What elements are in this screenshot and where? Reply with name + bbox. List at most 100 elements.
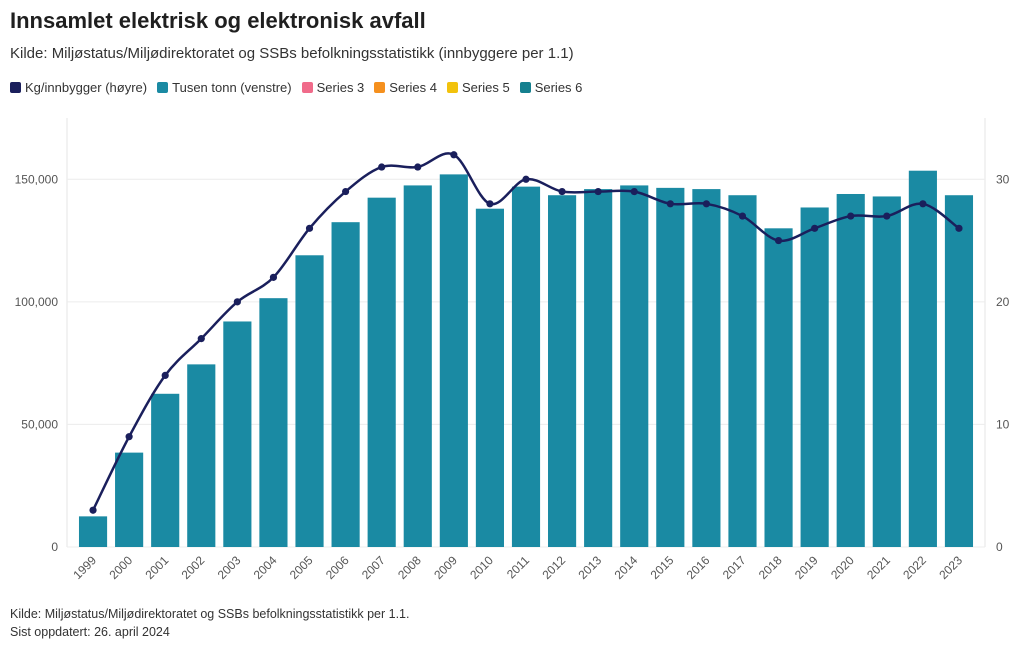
bar-2014[interactable] <box>620 185 649 547</box>
right-tick-label: 10 <box>996 417 1010 431</box>
bar-2019[interactable] <box>800 207 829 547</box>
bar-2000[interactable] <box>115 452 144 547</box>
chart-title: Innsamlet elektrisk og elektronisk avfal… <box>10 8 426 33</box>
bar-2002[interactable] <box>187 364 216 547</box>
line-point-2006[interactable] <box>342 187 350 196</box>
right-tick-label: 20 <box>996 295 1010 309</box>
legend-item-series-6[interactable]: Series 6 <box>519 80 583 95</box>
legend-swatch <box>10 82 21 93</box>
line-point-2021[interactable] <box>883 212 891 220</box>
bar-2007[interactable] <box>367 197 396 547</box>
line-point-2002[interactable] <box>197 335 205 343</box>
x-tick-label: 2022 <box>900 553 929 582</box>
right-tick-label: 0 <box>996 540 1003 554</box>
x-tick-label: 2017 <box>720 553 749 582</box>
x-tick-label: 2012 <box>539 553 568 582</box>
line-point-2001[interactable] <box>161 371 169 379</box>
line-point-2015[interactable] <box>666 200 674 208</box>
legend-label: Series 3 <box>316 80 365 95</box>
line-point-2005[interactable] <box>305 224 314 232</box>
x-tick-label: 2002 <box>179 553 208 582</box>
bar-2001[interactable] <box>151 393 180 547</box>
bar-2003[interactable] <box>223 321 252 547</box>
x-tick-label: 1999 <box>70 553 99 582</box>
footer-updated: Sist oppdatert: 26. april 2024 <box>10 625 170 639</box>
footer-source: Kilde: Miljøstatus/Miljødirektoratet og … <box>10 607 410 621</box>
line-point-2017[interactable] <box>738 212 747 220</box>
line-point-2012[interactable] <box>558 187 566 196</box>
bar-2020[interactable] <box>836 193 865 547</box>
line-point-2000[interactable] <box>125 433 133 441</box>
line-point-2010[interactable] <box>486 200 494 208</box>
line-point-2019[interactable] <box>811 224 819 232</box>
legend-item-series-3[interactable]: Series 3 <box>301 80 365 95</box>
bar-2013[interactable] <box>584 189 613 547</box>
legend-item-series-4[interactable]: Series 4 <box>374 80 437 95</box>
x-tick-label: 2004 <box>251 553 280 582</box>
x-tick-label: 2001 <box>143 553 172 582</box>
left-tick-label: 150,000 <box>15 172 59 186</box>
bar-2016[interactable] <box>692 189 721 547</box>
line-point-2016[interactable] <box>702 200 711 208</box>
bar-2010[interactable] <box>475 208 504 547</box>
x-tick-label: 2009 <box>431 553 460 582</box>
bar-2017[interactable] <box>728 195 757 547</box>
bar-2005[interactable] <box>295 255 324 547</box>
left-tick-label: 100,000 <box>15 295 59 309</box>
legend-label: Kg/innbygger (høyre) <box>25 80 148 95</box>
legend-label: Series 5 <box>462 80 510 95</box>
legend-label: Series 6 <box>534 80 583 95</box>
bar-2015[interactable] <box>656 187 685 547</box>
legend-label: Tusen tonn (venstre) <box>172 80 292 95</box>
bar-2018[interactable] <box>764 228 793 548</box>
bar-2012[interactable] <box>548 195 577 547</box>
footer: Kilde: Miljøstatus/Miljødirektoratet og … <box>10 605 409 641</box>
left-tick-label: 50,000 <box>21 417 58 431</box>
legend-swatch <box>374 82 386 93</box>
x-tick-label: 2005 <box>287 553 316 582</box>
bar-2009[interactable] <box>439 174 468 547</box>
x-tick-label: 2011 <box>504 553 532 581</box>
x-tick-label: 2016 <box>684 553 713 582</box>
x-tick-label: 2000 <box>106 553 135 582</box>
legend-swatch <box>447 82 458 93</box>
legend-swatch <box>301 82 313 93</box>
line-point-2018[interactable] <box>774 236 783 245</box>
bar-2011[interactable] <box>511 186 541 547</box>
line-series-kg-innbygger <box>89 151 963 514</box>
x-tick-label: 2010 <box>467 553 496 582</box>
line-point-2013[interactable] <box>594 187 602 196</box>
bar-2023[interactable] <box>944 195 974 547</box>
x-tick-label: 2019 <box>792 553 821 582</box>
x-tick-label: 2008 <box>395 553 424 582</box>
line-point-2008[interactable] <box>414 163 422 171</box>
line-point-2009[interactable] <box>450 151 458 159</box>
bar-2004[interactable] <box>259 298 288 547</box>
legend-item-series-5[interactable]: Series 5 <box>447 80 510 95</box>
combo-chart: 0 50,000 100,000 150,000 0 10 20 30 1999 2000 2001… <box>15 118 1010 582</box>
bar-2021[interactable] <box>872 196 901 547</box>
line-point-2007[interactable] <box>378 163 386 171</box>
x-tick-label: 2015 <box>648 553 677 582</box>
x-tick-label: 2006 <box>323 553 352 582</box>
legend-item-kg-innbygger[interactable]: Kg/innbygger (høyre) <box>10 80 147 95</box>
line-point-2004[interactable] <box>269 273 278 281</box>
line-point-2003[interactable] <box>233 298 241 306</box>
line-point-1999[interactable] <box>89 506 97 514</box>
legend-item-tusen-tonn[interactable]: Tusen tonn (venstre) <box>157 80 292 95</box>
legend-label: Series 4 <box>389 80 437 95</box>
bar-2022[interactable] <box>908 170 937 547</box>
legend-swatch <box>157 82 169 93</box>
line-point-2022[interactable] <box>919 200 927 208</box>
line-point-2011[interactable] <box>522 175 530 183</box>
bar-2006[interactable] <box>331 222 360 547</box>
bar-1999[interactable] <box>78 516 108 547</box>
x-tick-label: 2003 <box>215 553 244 582</box>
x-tick-label: 2018 <box>756 553 785 582</box>
x-tick-label: 2013 <box>575 553 604 582</box>
line-point-2014[interactable] <box>630 187 638 196</box>
bar-series-tusen-tonn <box>78 170 974 548</box>
line-point-2023[interactable] <box>955 224 963 232</box>
line-point-2020[interactable] <box>847 212 855 220</box>
bar-2008[interactable] <box>403 185 432 547</box>
